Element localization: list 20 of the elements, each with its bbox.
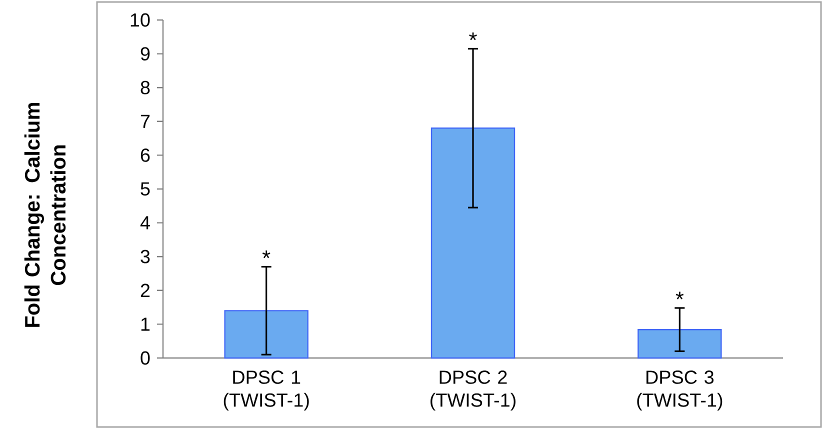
annotation: * xyxy=(262,250,270,258)
y-tick-label: 6 xyxy=(140,148,150,162)
annotation: * xyxy=(469,32,477,40)
bar xyxy=(430,128,516,359)
x-tick-label: DPSC 3 (TWIST-1) xyxy=(637,370,722,411)
y-tick-label: 10 xyxy=(130,13,150,27)
y-tick-label: 9 xyxy=(140,47,150,60)
y-tick-label: 3 xyxy=(140,250,150,264)
y-tick-label: 2 xyxy=(140,284,150,298)
y-tick-label: 7 xyxy=(140,114,150,128)
y-tick-label: 1 xyxy=(141,318,150,331)
x-tick-label: DPSC 2 (TWIST-1) xyxy=(430,370,516,411)
annotation: * xyxy=(676,292,684,300)
y-axis-title: Fold Change: Calcium Concentration xyxy=(24,102,66,327)
bar xyxy=(638,329,722,359)
y-tick-label: 4 xyxy=(140,216,150,230)
x-tick-label: DPSC 1 (TWIST-1) xyxy=(224,370,309,411)
y-tick-label: 5 xyxy=(140,182,150,196)
y-tick-label: 8 xyxy=(140,80,150,94)
y-tick-label: 0 xyxy=(140,351,150,365)
